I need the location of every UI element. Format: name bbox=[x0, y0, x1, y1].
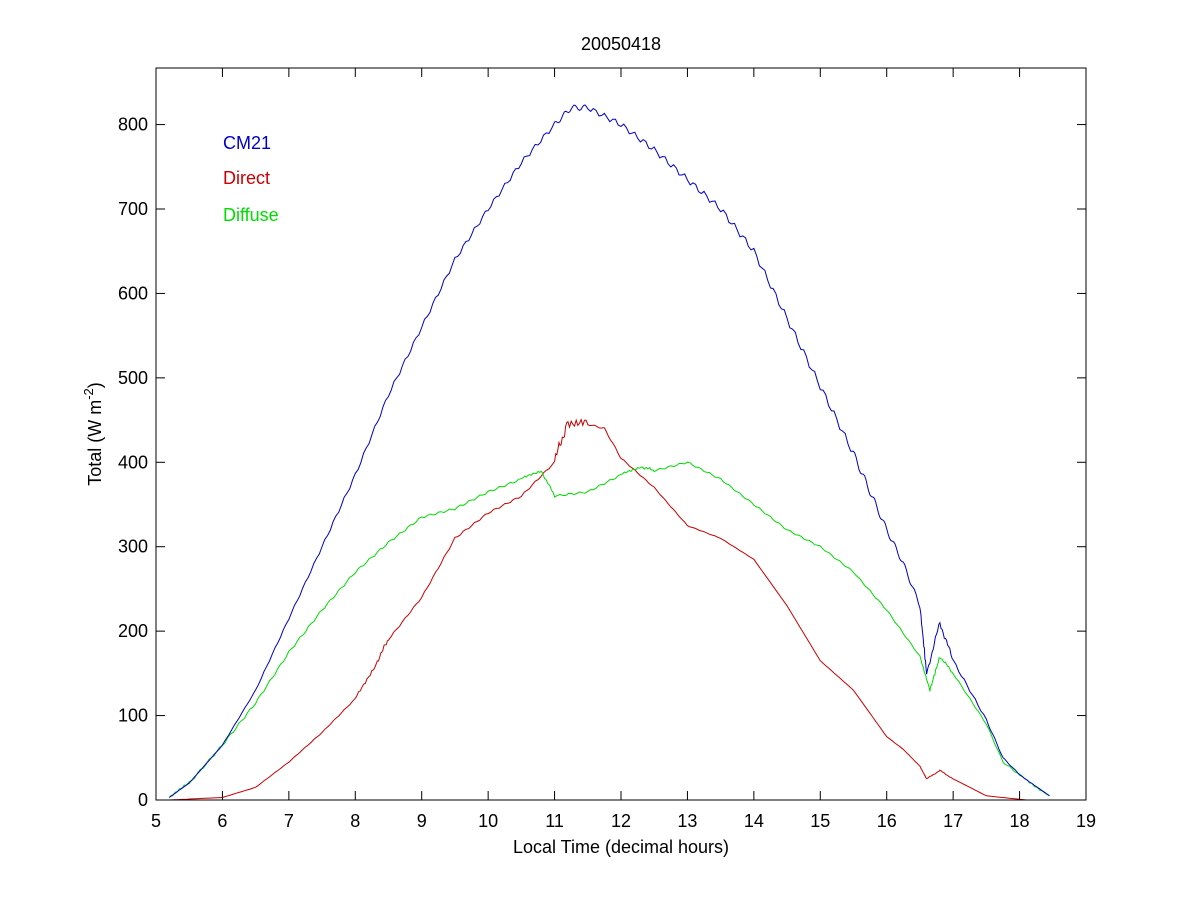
series-line-diffuse bbox=[168, 461, 1050, 799]
x-tick-label: 14 bbox=[744, 811, 764, 831]
x-tick-label: 16 bbox=[877, 811, 897, 831]
y-tick-label: 0 bbox=[138, 790, 148, 810]
legend-entry-direct: Direct bbox=[223, 168, 270, 188]
x-tick-label: 13 bbox=[677, 811, 697, 831]
series-line-direct bbox=[169, 418, 1027, 801]
x-tick-label: 8 bbox=[350, 811, 360, 831]
y-tick-label: 200 bbox=[118, 621, 148, 641]
chart-title: 20050418 bbox=[581, 34, 661, 54]
x-tick-label: 19 bbox=[1076, 811, 1096, 831]
y-axis-label-main: Total (W m bbox=[85, 400, 105, 486]
x-tick-label: 6 bbox=[217, 811, 227, 831]
x-tick-label: 9 bbox=[417, 811, 427, 831]
x-tick-label: 18 bbox=[1010, 811, 1030, 831]
x-tick-label: 10 bbox=[478, 811, 498, 831]
x-tick-label: 7 bbox=[284, 811, 294, 831]
x-tick-label: 11 bbox=[545, 811, 564, 831]
y-axis-label: Total (W m-2) bbox=[81, 382, 105, 486]
legend-entry-diffuse: Diffuse bbox=[223, 205, 279, 225]
y-tick-label: 700 bbox=[118, 199, 148, 219]
y-tick-label: 500 bbox=[118, 368, 148, 388]
y-tick-label: 100 bbox=[118, 706, 148, 726]
y-tick-label: 400 bbox=[118, 452, 148, 472]
x-axis-label: Local Time (decimal hours) bbox=[513, 837, 729, 857]
tick-layer: 5 6 7 8 9 10 11 12 13 14 15 16 17 18 19 0 100 200 300 400 50… bbox=[118, 68, 1096, 831]
series-layer bbox=[168, 104, 1050, 801]
x-tick-label: 5 bbox=[151, 811, 161, 831]
y-tick-label: 800 bbox=[118, 115, 148, 135]
y-axis-label-end: ) bbox=[85, 382, 105, 388]
y-axis-label-sup: -2 bbox=[81, 388, 96, 400]
y-tick-label: 300 bbox=[118, 537, 148, 557]
x-tick-label: 17 bbox=[943, 811, 963, 831]
legend-entry-cm21: CM21 bbox=[223, 133, 271, 153]
x-tick-label: 12 bbox=[611, 811, 631, 831]
x-tick-label: 15 bbox=[810, 811, 830, 831]
legend: CM21 Direct Diffuse bbox=[223, 133, 279, 225]
y-tick-label: 600 bbox=[118, 283, 148, 303]
series-line-cm21 bbox=[169, 104, 1050, 798]
